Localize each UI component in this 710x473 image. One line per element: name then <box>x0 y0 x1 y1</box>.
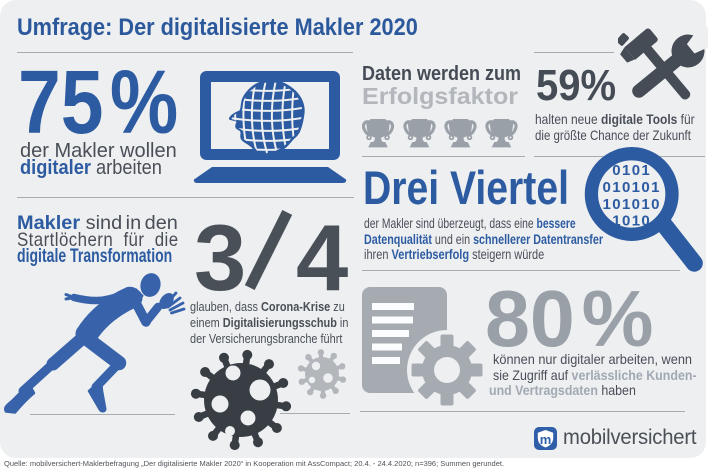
svg-text:010101: 010101 <box>602 179 660 196</box>
svg-text:m: m <box>540 432 552 447</box>
svg-text:0101: 0101 <box>612 162 651 179</box>
svg-text:101010: 101010 <box>602 196 660 213</box>
svg-text:1010: 1010 <box>612 212 651 229</box>
